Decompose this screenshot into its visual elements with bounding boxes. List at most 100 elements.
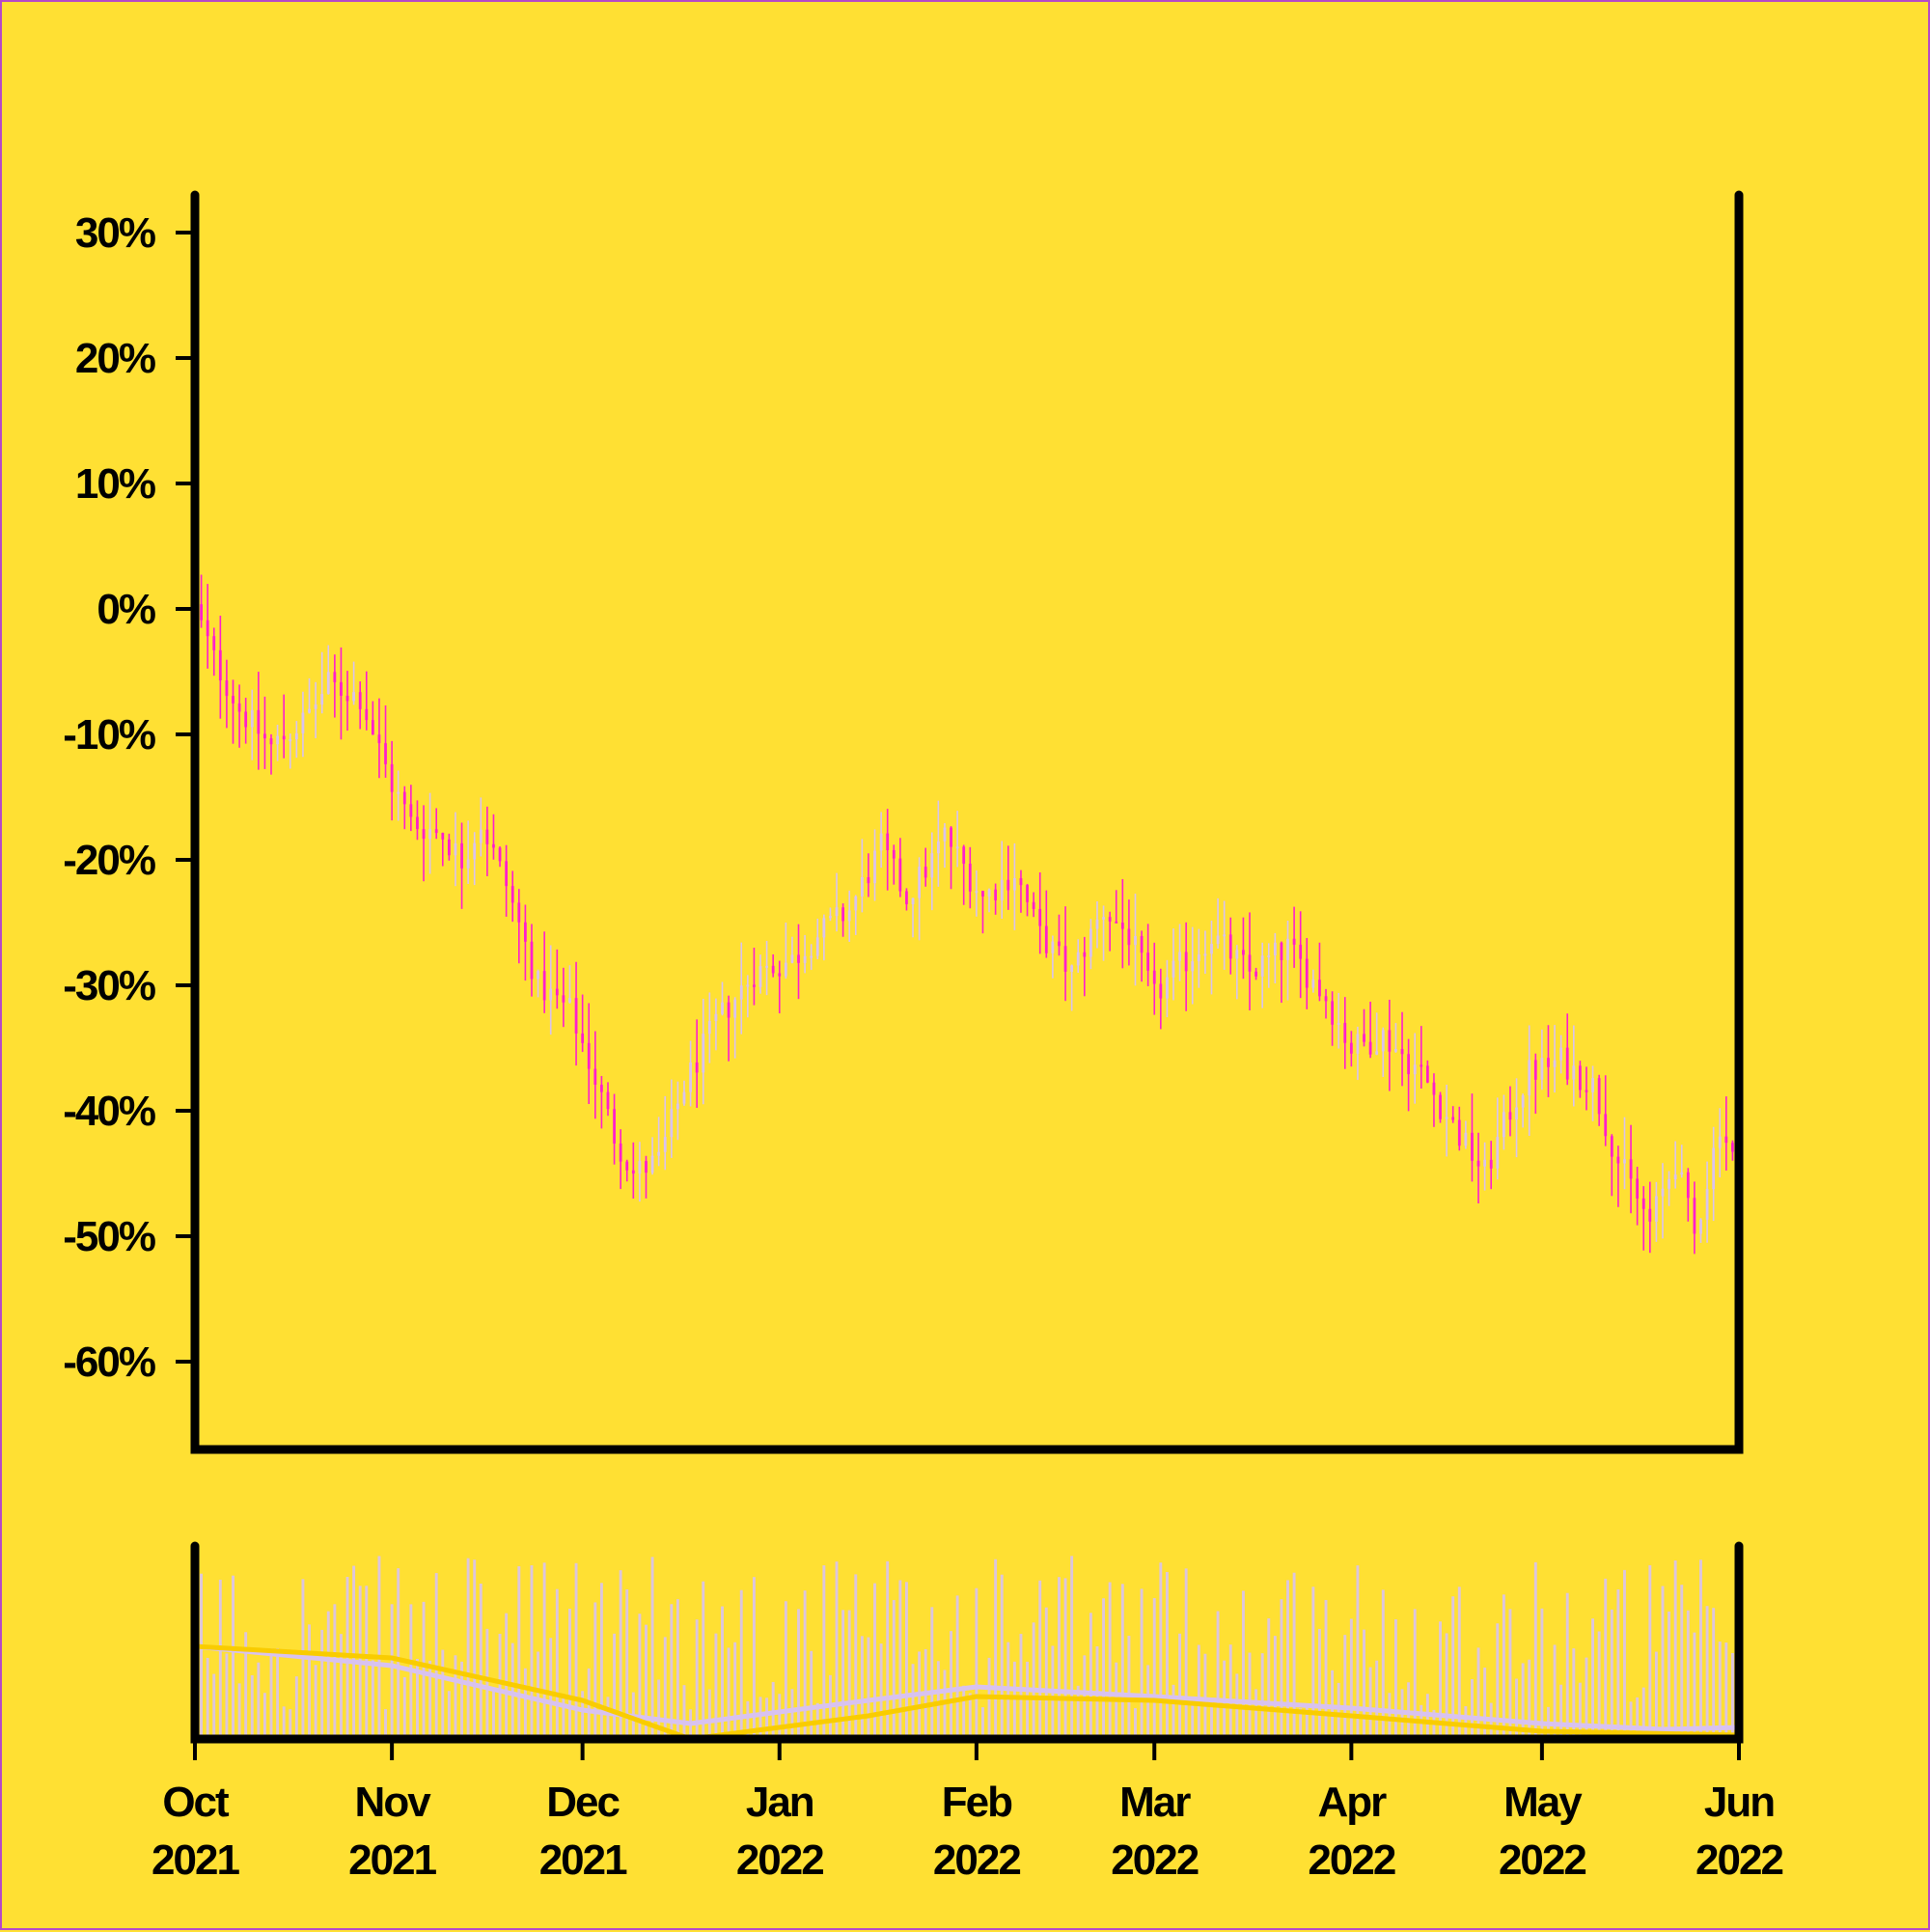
volume-bar: [981, 1707, 984, 1739]
candle-body: [1343, 1022, 1347, 1043]
volume-bar: [975, 1587, 979, 1739]
volume-bar: [1718, 1642, 1722, 1739]
candle: [212, 627, 216, 676]
volume-bar: [1457, 1587, 1461, 1739]
candle: [1038, 872, 1042, 954]
candle-body: [1019, 878, 1023, 886]
candle: [1000, 841, 1004, 920]
candle: [854, 895, 858, 935]
volume-bar: [1120, 1584, 1124, 1739]
candle: [1134, 894, 1137, 986]
volume-bar: [994, 1559, 998, 1739]
candle-body: [663, 1137, 667, 1152]
candle: [619, 1129, 622, 1190]
candle-body: [492, 843, 495, 848]
candle: [962, 844, 966, 905]
volume-bar: [339, 1634, 343, 1739]
candle: [294, 721, 298, 759]
x-tick-year: 2021: [152, 1836, 239, 1884]
volume-bar: [950, 1631, 952, 1739]
candle: [1178, 924, 1181, 981]
volume-bar: [517, 1566, 521, 1739]
candle: [301, 691, 305, 758]
volume-bar: [390, 1604, 394, 1739]
volume-bar: [879, 1643, 883, 1739]
candle: [936, 800, 940, 887]
candle-body: [1668, 1179, 1670, 1189]
price-axis-box: [190, 190, 1744, 1454]
candle: [676, 1081, 679, 1141]
candle: [625, 1159, 629, 1182]
candle: [1604, 1075, 1608, 1146]
volume-bar: [898, 1580, 902, 1739]
volume-bar: [479, 1583, 482, 1739]
candle: [1159, 968, 1163, 1030]
volume-bar: [1343, 1635, 1347, 1739]
candle-body: [1686, 1172, 1690, 1199]
volume-bar: [581, 1691, 585, 1739]
candle-body: [1120, 923, 1124, 929]
candle-body: [232, 696, 234, 704]
volume-bar: [962, 1685, 966, 1739]
candle-body: [1311, 980, 1315, 988]
candle: [822, 914, 826, 961]
x-tick-year: 2022: [933, 1836, 1020, 1884]
volume-bar: [492, 1689, 495, 1739]
candle: [1585, 1066, 1588, 1111]
volume-bar: [1413, 1609, 1417, 1739]
volume-bar: [232, 1575, 234, 1739]
candle-body: [1280, 942, 1283, 960]
volume-bar: [1292, 1572, 1296, 1739]
candle: [1305, 938, 1309, 1009]
candle: [1146, 924, 1150, 986]
candle-body: [524, 922, 527, 942]
candle: [1579, 1061, 1582, 1098]
candle-body: [294, 732, 298, 740]
candle-body: [1579, 1065, 1582, 1090]
candle: [1324, 988, 1328, 1019]
candle: [1559, 1035, 1563, 1074]
candle: [1292, 906, 1296, 968]
volume-bar: [397, 1568, 400, 1739]
volume-bar: [892, 1600, 896, 1739]
candle-body: [377, 734, 381, 744]
x-tick-year: 2022: [736, 1836, 823, 1884]
volume-bar: [955, 1595, 959, 1739]
candle-body: [441, 833, 445, 840]
volume-bar: [1393, 1619, 1397, 1739]
volume-bar: [562, 1697, 565, 1739]
volume-bar: [1712, 1608, 1716, 1739]
candle-body: [727, 1002, 731, 1018]
volume-bar: [1273, 1636, 1277, 1739]
candle: [218, 615, 222, 719]
volume-bar: [1471, 1679, 1474, 1739]
volume-bar: [1476, 1647, 1480, 1739]
candle: [746, 975, 750, 1018]
volume-bar: [797, 1609, 800, 1739]
candle-body: [1102, 917, 1105, 921]
candle-body: [815, 937, 819, 956]
volume-bar: [1540, 1608, 1544, 1739]
candle-body: [1400, 1049, 1404, 1055]
candle-body: [1661, 1188, 1665, 1197]
candle: [1102, 905, 1105, 961]
candle: [1076, 939, 1080, 974]
volume-bar: [1228, 1644, 1232, 1739]
candle: [434, 808, 438, 840]
volume-bar: [1730, 1652, 1734, 1739]
volume-bar: [1197, 1644, 1200, 1739]
x-axis-ticks: Oct 2021 Nov 2021 Dec 2021 Jan 2022 Feb 2022 Mar 20…: [152, 1739, 1784, 1884]
volume-bar: [1616, 1589, 1620, 1739]
volume-ma-line: [194, 1643, 1740, 1732]
x-tick-year: 2022: [1499, 1836, 1585, 1884]
volume-bar: [498, 1634, 502, 1739]
candle: [416, 800, 419, 841]
candle-body: [1292, 938, 1296, 945]
volume-bar: [873, 1583, 876, 1739]
volume-bar: [574, 1562, 578, 1739]
candle-body: [631, 1170, 635, 1174]
candle: [263, 696, 266, 769]
y-tick-label: -60%: [63, 1339, 155, 1386]
volume-bar: [746, 1700, 750, 1739]
